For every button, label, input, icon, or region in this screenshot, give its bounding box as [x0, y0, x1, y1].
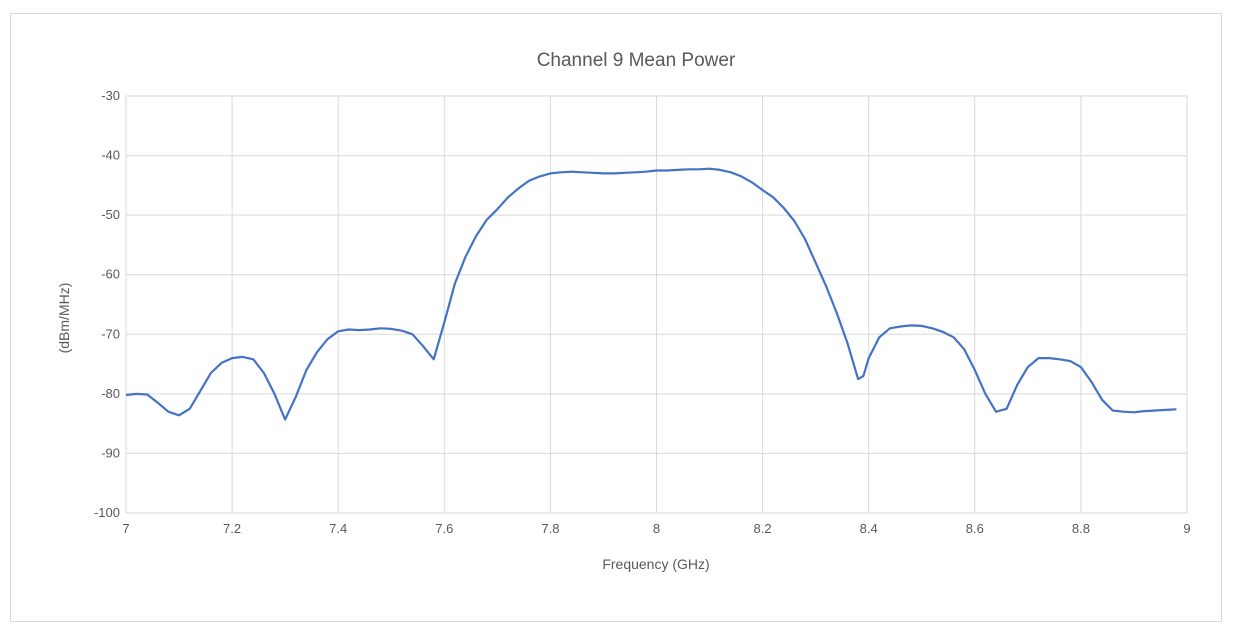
chart-frame: Channel 9 Mean Power 7 7.2 7.4 7.6 7.8 8 8.2 8.…	[10, 13, 1222, 622]
x-tick-label: 8.4	[860, 521, 878, 536]
y-tick-label: -80	[101, 386, 120, 401]
y-tick-label: -100	[94, 505, 120, 520]
x-tick-label: 9	[1183, 521, 1190, 536]
x-tick-label: 7.6	[435, 521, 453, 536]
x-tick-label: 8	[653, 521, 660, 536]
x-tick-label: 7.4	[329, 521, 347, 536]
x-tick-label: 8.6	[966, 521, 984, 536]
y-tick-label: -60	[101, 267, 120, 282]
y-tick-label: -50	[101, 207, 120, 222]
y-tick-label: -30	[101, 88, 120, 103]
x-tick-label: 8.8	[1072, 521, 1090, 536]
tick-labels: 7 7.2 7.4 7.6 7.8 8 8.2 8.4 8.6 8.8 9 -100 -90 -80 -70…	[94, 88, 1191, 536]
series-layer	[125, 167, 1177, 421]
y-tick-label: -90	[101, 445, 120, 460]
chart-title: Channel 9 Mean Power	[537, 50, 736, 71]
series-line	[125, 167, 1177, 421]
x-tick-label: 7	[122, 521, 129, 536]
x-tick-label: 7.8	[541, 521, 559, 536]
x-axis-label: Frequency (GHz)	[602, 556, 709, 572]
grid	[125, 95, 1188, 514]
x-tick-label: 7.2	[223, 521, 241, 536]
y-axis-label: (dBm/MHz)	[56, 283, 72, 354]
y-tick-label: -40	[101, 148, 120, 163]
y-tick-label: -70	[101, 326, 120, 341]
line-chart: Channel 9 Mean Power 7 7.2 7.4 7.6 7.8 8 8.2 8.…	[56, 50, 1191, 572]
x-tick-label: 8.2	[754, 521, 772, 536]
